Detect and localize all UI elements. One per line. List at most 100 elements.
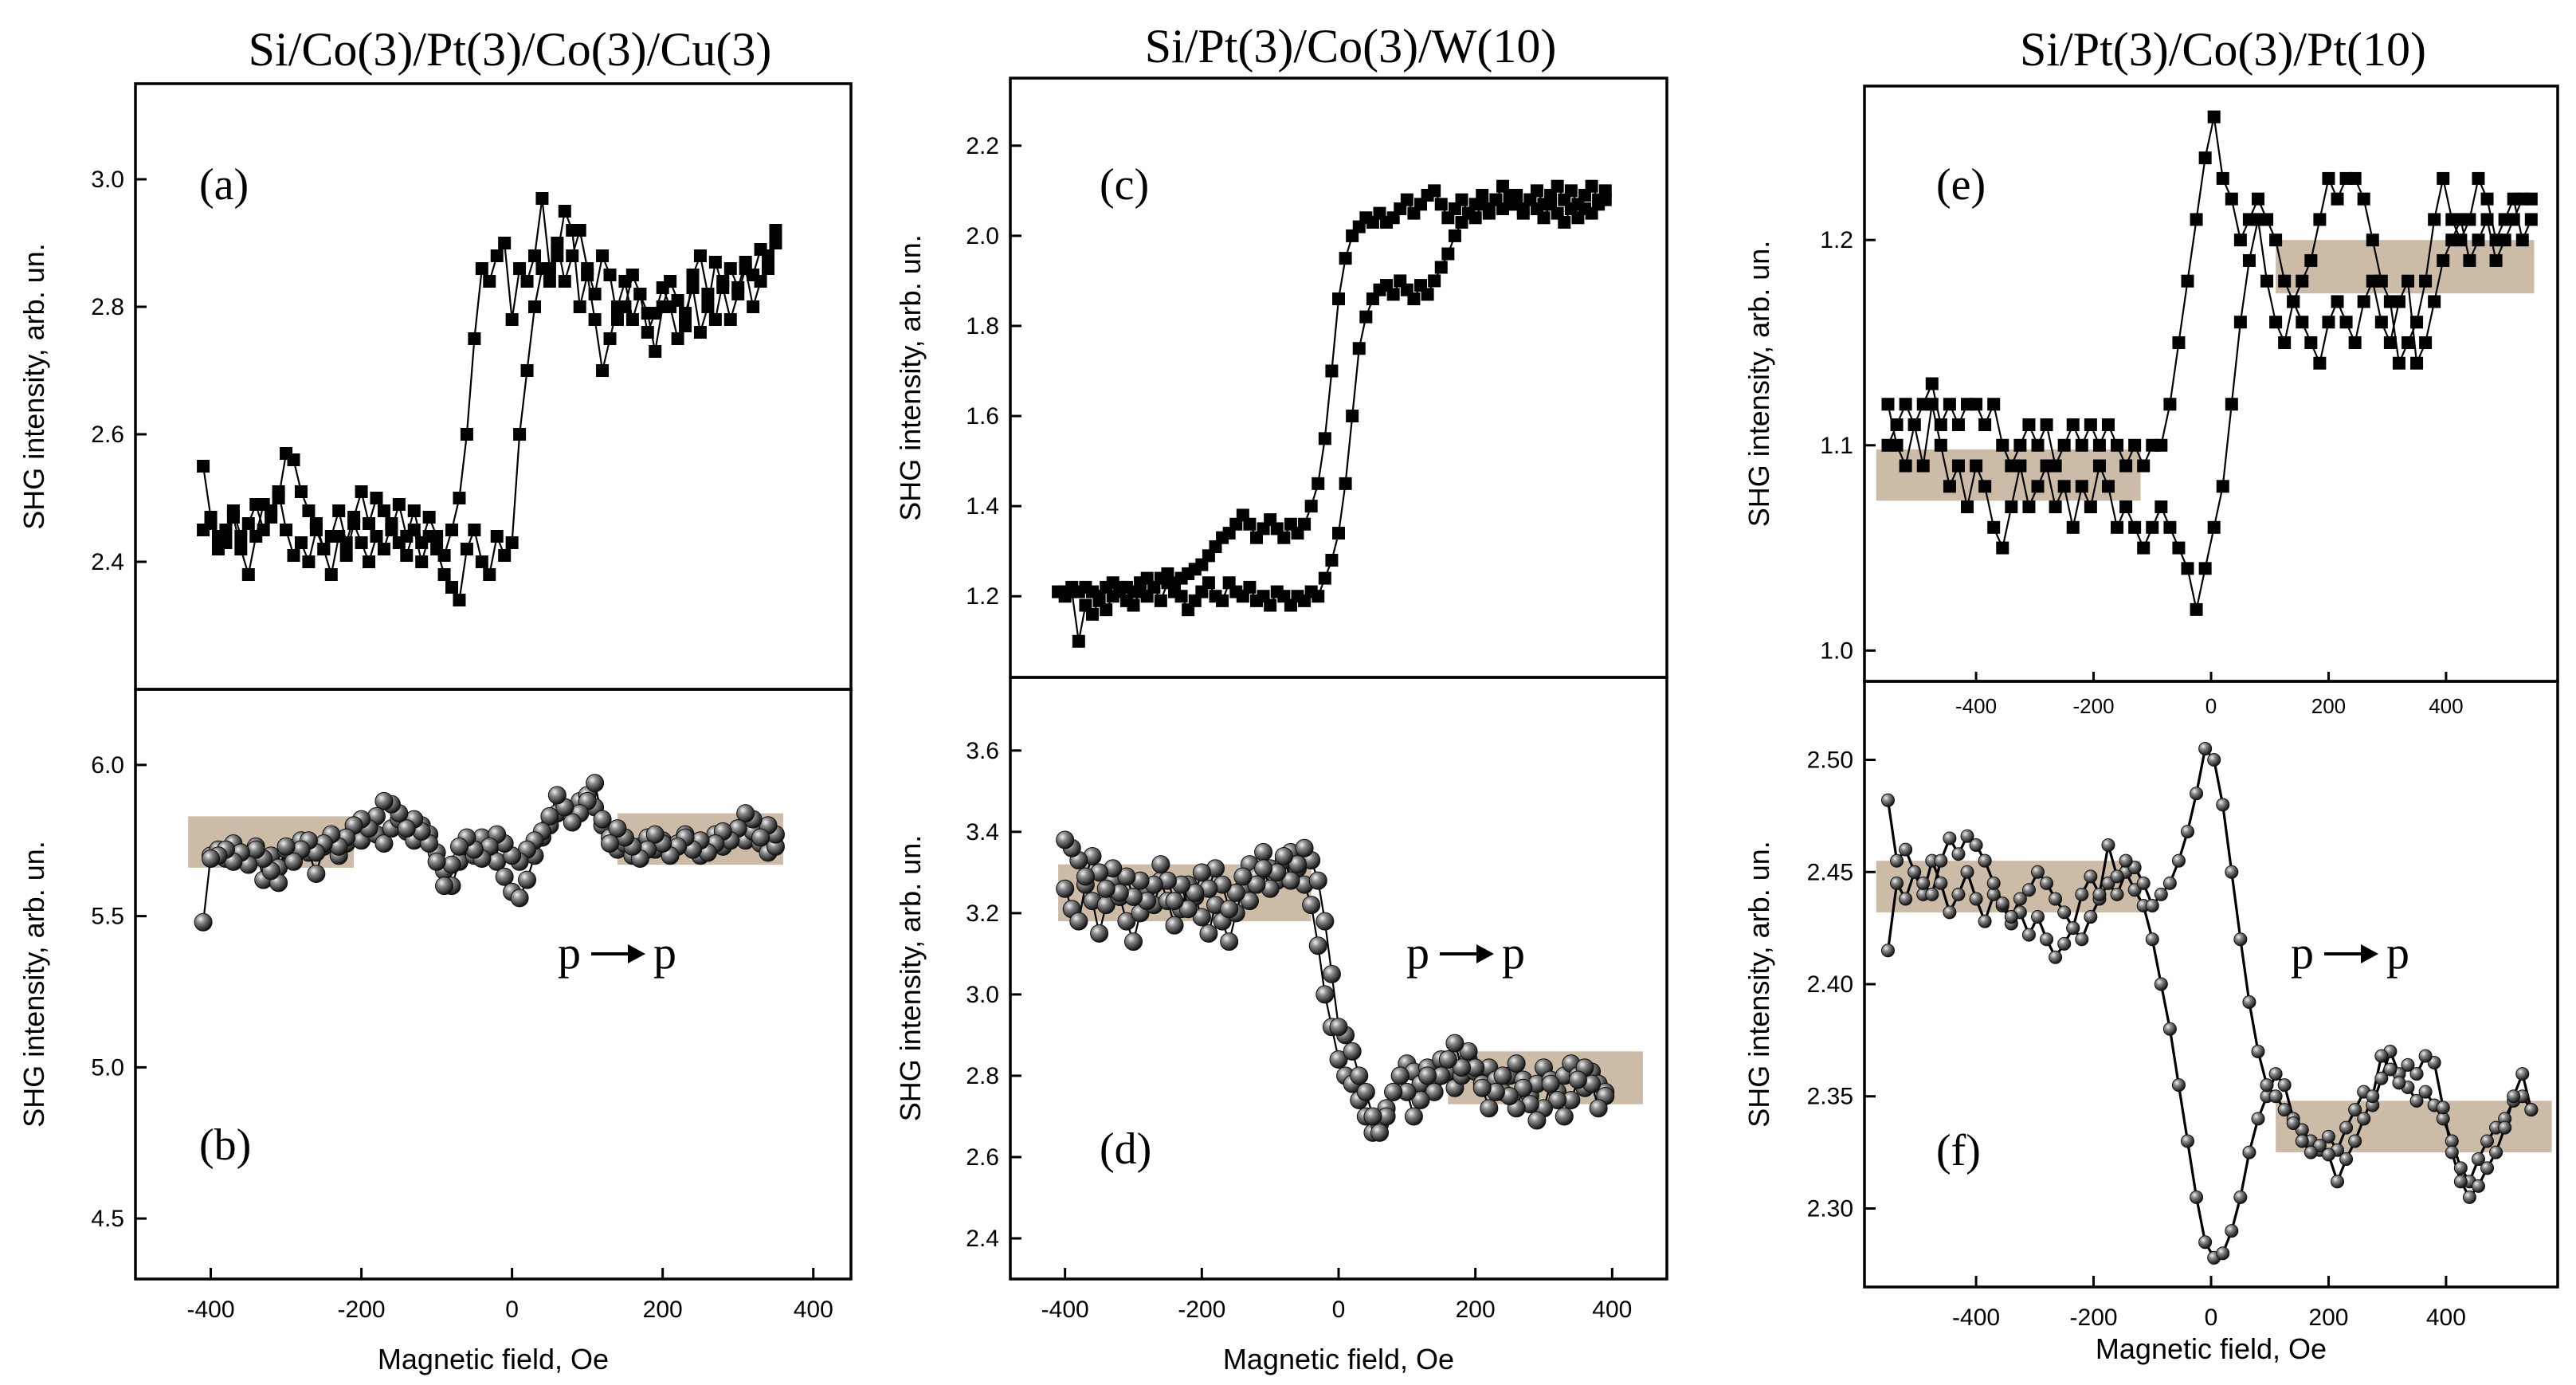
data-point — [204, 511, 218, 524]
data-point — [2489, 1145, 2503, 1159]
data-point — [2242, 213, 2256, 226]
data-point — [2348, 1134, 2362, 1148]
data-point — [2515, 1067, 2530, 1081]
data-point — [513, 262, 527, 275]
data-point — [453, 492, 466, 504]
data-point — [769, 237, 782, 249]
data-point — [751, 828, 770, 847]
data-point — [1192, 863, 1211, 882]
data-point — [1288, 855, 1307, 874]
data-point — [1960, 865, 1974, 879]
data-point — [1916, 398, 1930, 411]
data-point — [2154, 887, 2168, 901]
plot-frame — [134, 688, 853, 1281]
data-point — [1995, 897, 2009, 911]
data-point — [1069, 912, 1088, 931]
data-point — [596, 364, 610, 377]
data-point — [374, 791, 394, 810]
data-point — [1899, 842, 1913, 857]
data-point — [407, 504, 421, 517]
data-point — [1996, 541, 2009, 555]
y-tick-label: 2.30 — [1807, 1195, 1853, 1222]
data-point — [324, 530, 338, 543]
data-point — [1346, 410, 1359, 423]
data-point — [769, 224, 782, 237]
panel-letter: (d) — [1100, 1124, 1151, 1174]
data-point — [1907, 865, 1922, 879]
data-point — [2040, 876, 2054, 890]
x-tick-label: -400 — [187, 1297, 235, 1323]
panel-letter: (e) — [1936, 160, 1986, 210]
x-tick-label: 400 — [2426, 1305, 2466, 1331]
data-point — [2242, 253, 2256, 267]
data-point — [510, 889, 529, 908]
data-point — [2331, 192, 2344, 206]
data-point — [2357, 295, 2370, 308]
x-tick-label: 200 — [1456, 1297, 1496, 1323]
x-axis-label: Magnetic field, Oe — [2096, 1332, 2327, 1365]
data-point — [2428, 295, 2441, 308]
y-tick-label: 1.6 — [966, 403, 999, 430]
data-point — [355, 536, 368, 549]
data-point — [2409, 1093, 2424, 1108]
y-tick-label: 2.6 — [966, 1144, 999, 1171]
data-point — [2022, 500, 2036, 514]
data-point — [1117, 912, 1136, 931]
data-point — [483, 275, 496, 288]
data-point — [437, 549, 451, 562]
data-point — [1359, 310, 1373, 324]
data-point — [1312, 590, 1325, 603]
data-point — [1240, 892, 1259, 911]
data-point — [332, 504, 346, 517]
y-tick-label: 2.8 — [91, 294, 124, 320]
data-point — [1970, 459, 1983, 473]
data-point — [1951, 459, 1965, 473]
data-point — [309, 517, 323, 530]
data-point — [2498, 213, 2511, 226]
data-point — [535, 192, 549, 205]
data-point — [649, 307, 662, 320]
data-point — [430, 530, 444, 543]
data-point — [551, 249, 564, 262]
data-point — [2181, 825, 2195, 839]
data-point — [1281, 871, 1300, 890]
data-point — [2049, 500, 2062, 514]
y-tick-label: 3.0 — [91, 167, 124, 193]
data-point — [1943, 905, 1957, 920]
y-tick-label: 2.35 — [1807, 1084, 1853, 1110]
data-point — [2022, 418, 2036, 432]
data-point — [498, 237, 512, 249]
data-point — [1339, 477, 1352, 490]
data-point — [2190, 1190, 2204, 1204]
data-point — [1943, 480, 1956, 493]
data-point — [2321, 1129, 2335, 1144]
data-point — [1216, 594, 1229, 607]
data-point — [1482, 202, 1496, 215]
data-point — [747, 300, 760, 313]
data-point — [2146, 438, 2159, 452]
data-point — [194, 912, 213, 932]
data-point — [2286, 1116, 2300, 1131]
data-point — [2084, 418, 2097, 432]
data-point — [435, 877, 454, 896]
data-point — [287, 549, 300, 562]
data-point — [324, 568, 338, 581]
data-point — [2181, 274, 2194, 288]
data-point — [1548, 1091, 1567, 1110]
y-tick-label: 2.45 — [1807, 859, 1853, 885]
data-point — [1243, 580, 1257, 594]
data-point — [2251, 1044, 2265, 1058]
data-point — [2242, 995, 2256, 1010]
data-point — [1434, 198, 1448, 211]
data-point — [2216, 798, 2230, 812]
y-axis-label: SHG intensity, arb. un. — [18, 243, 50, 530]
data-point — [2418, 1085, 2433, 1099]
data-point — [1370, 1123, 1389, 1142]
data-point — [483, 568, 496, 581]
data-point — [1127, 598, 1140, 612]
data-point — [1445, 1034, 1464, 1053]
data-point — [2471, 1179, 2485, 1193]
data-point — [2066, 520, 2080, 534]
data-point — [2278, 335, 2292, 349]
